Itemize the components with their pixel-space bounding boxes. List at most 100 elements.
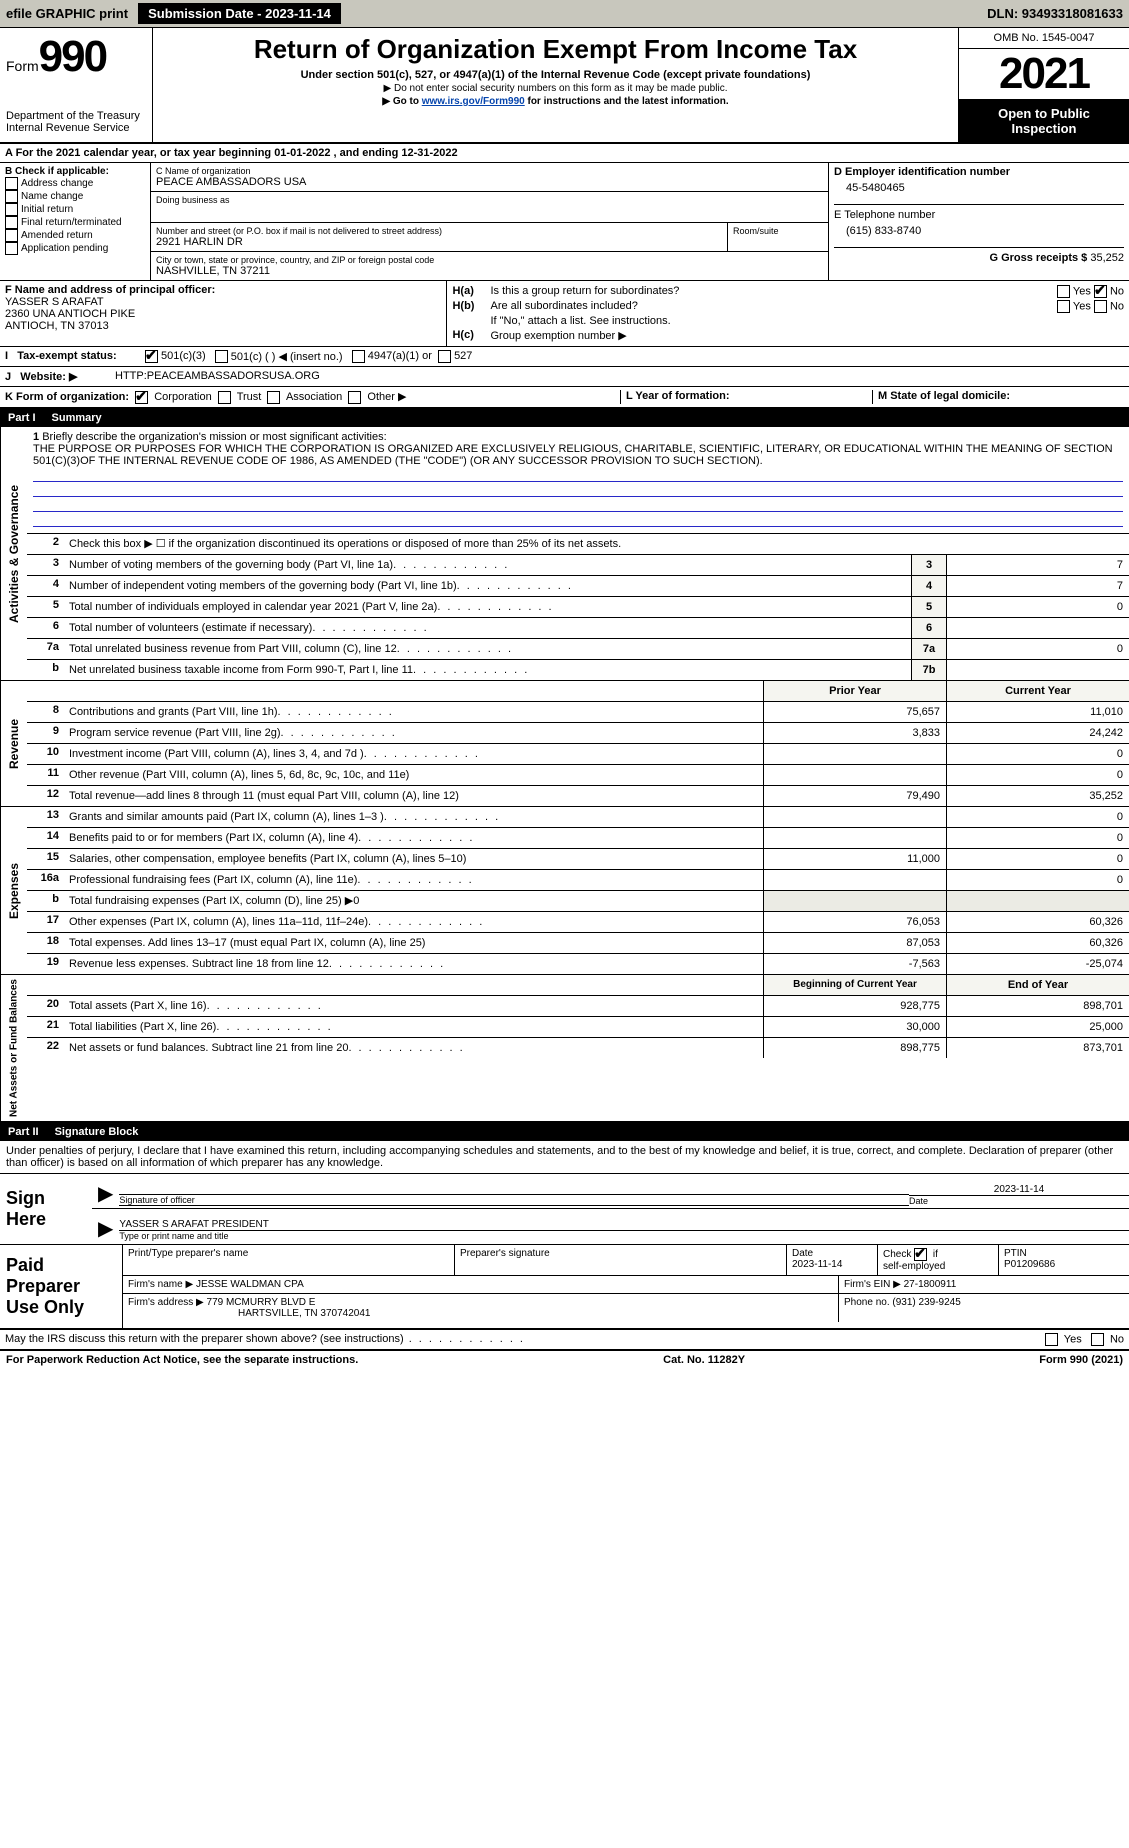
firm-ein: 27-1800911 bbox=[904, 1279, 957, 1290]
ssn-note: ▶ Do not enter social security numbers o… bbox=[159, 83, 952, 94]
street-label: Number and street (or P.O. box if mail i… bbox=[156, 226, 722, 236]
l3-value: 7 bbox=[946, 555, 1129, 575]
l5-value: 0 bbox=[946, 597, 1129, 617]
l16b-text: Total fundraising expenses (Part IX, col… bbox=[69, 894, 359, 907]
4947-checkbox[interactable] bbox=[352, 350, 365, 363]
l4-value: 7 bbox=[946, 576, 1129, 596]
sig-date-value: 2023-11-14 bbox=[909, 1184, 1129, 1195]
revenue-section: Revenue Prior YearCurrent Year 8Contribu… bbox=[0, 681, 1129, 807]
self-employed-check: Check ifself-employed bbox=[878, 1245, 999, 1275]
irs-link[interactable]: www.irs.gov/Form990 bbox=[422, 96, 525, 107]
section-fh: F Name and address of principal officer:… bbox=[0, 280, 1129, 347]
section-h: H(a) Is this a group return for subordin… bbox=[447, 281, 1129, 346]
form-header: Form990 Department of the Treasury Inter… bbox=[0, 28, 1129, 144]
l22-current: 873,701 bbox=[946, 1038, 1129, 1058]
line-a: A For the 2021 calendar year, or tax yea… bbox=[0, 144, 1129, 163]
l1-label: Briefly describe the organization's miss… bbox=[42, 431, 386, 443]
submission-date-button[interactable]: Submission Date - 2023-11-14 bbox=[138, 3, 341, 24]
ha-no-checkbox[interactable] bbox=[1094, 285, 1107, 298]
may-yes-checkbox[interactable] bbox=[1045, 1333, 1058, 1346]
l10-current: 0 bbox=[946, 744, 1129, 764]
officer-addr1: 2360 UNA ANTIOCH PIKE bbox=[5, 308, 441, 320]
l9-text: Program service revenue (Part VIII, line… bbox=[69, 727, 281, 739]
arrow-icon: ▶ bbox=[92, 1216, 119, 1241]
hb-yes-checkbox[interactable] bbox=[1057, 300, 1070, 313]
l13-current: 0 bbox=[946, 807, 1129, 827]
l21-text: Total liabilities (Part X, line 26) bbox=[69, 1021, 216, 1033]
top-bar: efile GRAPHIC print Submission Date - 20… bbox=[0, 0, 1129, 28]
hb-no-checkbox[interactable] bbox=[1094, 300, 1107, 313]
assoc-checkbox[interactable] bbox=[267, 391, 280, 404]
l20-prior: 928,775 bbox=[763, 996, 946, 1016]
l17-prior: 76,053 bbox=[763, 912, 946, 932]
l7b-text: Net unrelated business taxable income fr… bbox=[69, 664, 413, 676]
initial-return-checkbox[interactable] bbox=[5, 203, 18, 216]
l21-current: 25,000 bbox=[946, 1017, 1129, 1037]
l12-current: 35,252 bbox=[946, 786, 1129, 806]
tel-label: E Telephone number bbox=[834, 204, 1124, 221]
l16a-prior bbox=[763, 870, 946, 890]
section-bcd: B Check if applicable: Address change Na… bbox=[0, 163, 1129, 280]
l14-current: 0 bbox=[946, 828, 1129, 848]
527-checkbox[interactable] bbox=[438, 350, 451, 363]
gross-receipts: G Gross receipts $ 35,252 bbox=[834, 247, 1124, 264]
part-ii-header: Part IISignature Block bbox=[0, 1123, 1129, 1141]
l2-text: Check this box ▶ ☐ if the organization d… bbox=[65, 534, 1129, 554]
sign-here-label: Sign Here bbox=[0, 1174, 92, 1244]
l8-prior: 75,657 bbox=[763, 702, 946, 722]
firm-name: JESSE WALDMAN CPA bbox=[196, 1279, 304, 1290]
instructions-note: ▶ Go to www.irs.gov/Form990 for instruct… bbox=[159, 96, 952, 107]
l16a-text: Professional fundraising fees (Part IX, … bbox=[69, 874, 357, 886]
sign-here-section: Sign Here ▶ Signature of officer 2023-11… bbox=[0, 1174, 1129, 1245]
efile-label: efile GRAPHIC print bbox=[6, 6, 128, 21]
501c3-checkbox[interactable] bbox=[145, 350, 158, 363]
preparer-date: 2023-11-14 bbox=[792, 1259, 842, 1270]
l7a-text: Total unrelated business revenue from Pa… bbox=[69, 643, 397, 655]
firm-phone: (931) 239-9245 bbox=[892, 1297, 960, 1308]
l7b-value bbox=[946, 660, 1129, 680]
other-checkbox[interactable] bbox=[348, 391, 361, 404]
l4-text: Number of independent voting members of … bbox=[69, 580, 457, 592]
trust-checkbox[interactable] bbox=[218, 391, 231, 404]
ag-tab: Activities & Governance bbox=[0, 427, 27, 680]
line-m: M State of legal domicile: bbox=[872, 390, 1124, 404]
org-name-label: C Name of organization bbox=[156, 166, 823, 176]
ha-yes-checkbox[interactable] bbox=[1057, 285, 1070, 298]
l15-current: 0 bbox=[946, 849, 1129, 869]
l21-prior: 30,000 bbox=[763, 1017, 946, 1037]
ein-value: 45-5480465 bbox=[834, 178, 1124, 198]
may-no-checkbox[interactable] bbox=[1091, 1333, 1104, 1346]
street-address: 2921 HARLIN DR bbox=[156, 236, 722, 248]
501c-checkbox[interactable] bbox=[215, 350, 228, 363]
self-emp-checkbox[interactable] bbox=[914, 1248, 927, 1261]
final-return-checkbox[interactable] bbox=[5, 216, 18, 229]
name-change-checkbox[interactable] bbox=[5, 190, 18, 203]
activities-governance-section: Activities & Governance 1 Briefly descri… bbox=[0, 427, 1129, 681]
room-suite: Room/suite bbox=[727, 223, 828, 252]
ein-label: D Employer identification number bbox=[834, 166, 1124, 178]
l22-text: Net assets or fund balances. Subtract li… bbox=[69, 1042, 348, 1054]
firm-addr2: HARTSVILLE, TN 370742041 bbox=[238, 1308, 371, 1319]
officer-name-title: YASSER S ARAFAT PRESIDENT bbox=[119, 1219, 1129, 1230]
l6-text: Total number of volunteers (estimate if … bbox=[69, 622, 312, 634]
ha-question: Is this a group return for subordinates? bbox=[490, 285, 1024, 298]
corp-checkbox[interactable] bbox=[135, 391, 148, 404]
address-change-checkbox[interactable] bbox=[5, 177, 18, 190]
l11-current: 0 bbox=[946, 765, 1129, 785]
mission-text: THE PURPOSE OR PURPOSES FOR WHICH THE CO… bbox=[33, 443, 1113, 467]
l18-prior: 87,053 bbox=[763, 933, 946, 953]
dln-label: DLN: 93493318081633 bbox=[987, 6, 1123, 21]
section-f: F Name and address of principal officer:… bbox=[0, 281, 447, 346]
may-discuss-line: May the IRS discuss this return with the… bbox=[0, 1330, 1129, 1351]
perjury-declaration: Under penalties of perjury, I declare th… bbox=[0, 1141, 1129, 1174]
tel-value: (615) 833-8740 bbox=[834, 221, 1124, 241]
amended-checkbox[interactable] bbox=[5, 229, 18, 242]
l17-current: 60,326 bbox=[946, 912, 1129, 932]
omb-number: OMB No. 1545-0047 bbox=[959, 28, 1129, 49]
form-title: Return of Organization Exempt From Incom… bbox=[159, 34, 952, 65]
city-label: City or town, state or province, country… bbox=[156, 255, 823, 265]
l18-text: Total expenses. Add lines 13–17 (must eq… bbox=[69, 937, 425, 949]
app-pending-checkbox[interactable] bbox=[5, 242, 18, 255]
l8-text: Contributions and grants (Part VIII, lin… bbox=[69, 706, 278, 718]
ptin-value: P01209686 bbox=[1004, 1259, 1055, 1270]
